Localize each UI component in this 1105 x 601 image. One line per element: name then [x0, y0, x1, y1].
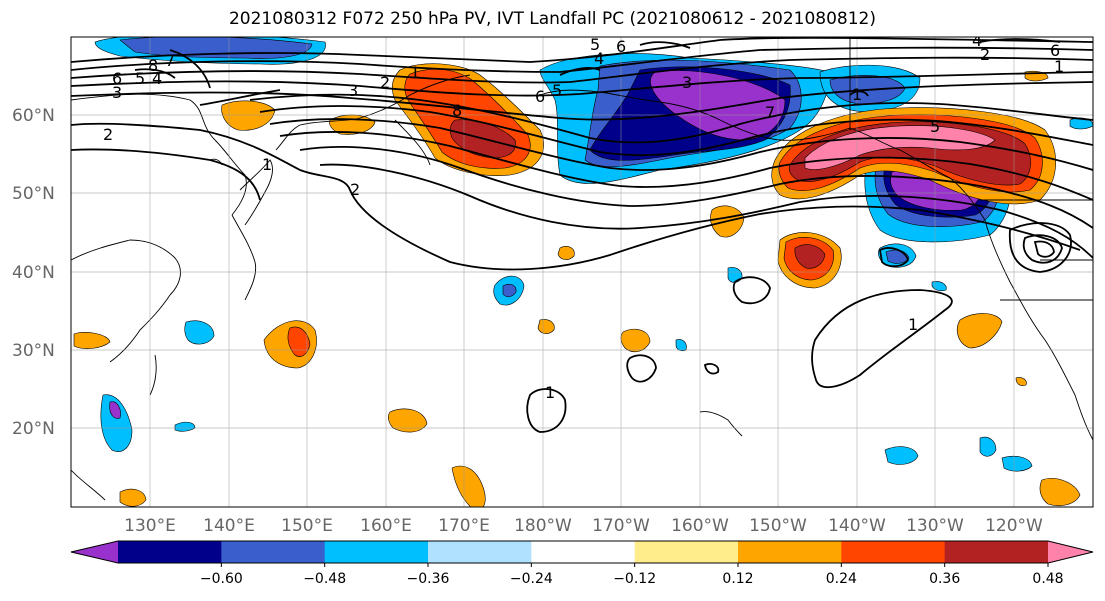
colorbar-segment [841, 541, 946, 563]
colorbar-segment [324, 541, 429, 563]
colorbar-label: −0.12 [613, 571, 656, 587]
contour-label: 6 [616, 37, 626, 56]
lon-tick-label: 130°E [124, 516, 176, 536]
contour-label: 5 [135, 69, 145, 88]
colorbar-label: −0.24 [510, 571, 553, 587]
contour-labels: 2 3 6 5 4 8 7 2 1 6 5 3 2 1 3 6 5 4 4 2 … [103, 31, 1064, 402]
colorbar-label: 0.48 [1032, 571, 1063, 587]
lon-axis: 130°E 140°E 150°E 160°E 170°E 180°W 170°… [124, 516, 1043, 536]
lon-tick-label: 120°W [985, 516, 1043, 536]
colorbar-segment [221, 541, 326, 563]
lon-tick-label: 160°E [360, 516, 412, 536]
colorbar-label: 0.36 [929, 571, 960, 587]
lon-tick-label: 170°E [438, 516, 490, 536]
contour-label: 3 [112, 83, 122, 102]
contour-label: 4 [972, 31, 982, 50]
coastlines [71, 37, 1093, 501]
contour-label: 8 [452, 101, 462, 120]
map-frame [70, 36, 1094, 508]
contour-label: 8 [148, 56, 158, 75]
colorbar-segment [634, 541, 739, 563]
contour-label: 4 [152, 69, 162, 88]
colorbar-segment [118, 541, 222, 563]
colorbar-extend-min [71, 541, 118, 563]
contour-label: 4 [594, 49, 604, 68]
contour-label: 1 [545, 383, 555, 402]
colorbar: −0.60 −0.48 −0.36 −0.24 −0.12 0.12 0.24 0.36 0.4… [70, 540, 1094, 587]
colorbar-outline [70, 540, 1094, 564]
contour-label: 6 [112, 69, 122, 88]
contour-label: 1 [908, 315, 918, 334]
colorbar-label: 0.24 [826, 571, 857, 587]
contour-label: 1 [852, 85, 862, 104]
contour-label: 7 [165, 51, 175, 70]
lat-tick-label: 50°N [12, 184, 55, 204]
lon-tick-label: 130°W [906, 516, 964, 536]
colorbar-segment [944, 541, 1049, 563]
contour-label: 3 [682, 73, 692, 92]
colorbar-segment [738, 541, 842, 563]
contour-label: 2 [980, 45, 990, 64]
contour-label: 7 [765, 103, 775, 122]
contour-label: 1 [262, 155, 272, 174]
gridlines [71, 37, 1093, 507]
lon-tick-label: 140°W [828, 516, 886, 536]
lat-tick-label: 60°N [12, 106, 55, 126]
colorbar-label: −0.60 [200, 571, 243, 587]
colorbar-segment [531, 541, 636, 563]
colorbar-label: −0.48 [303, 571, 346, 587]
lon-tick-label: 150°W [749, 516, 807, 536]
pv-shading [73, 37, 1093, 507]
lon-tick-label: 160°W [671, 516, 729, 536]
lat-tick-label: 20°N [12, 419, 55, 439]
lon-tick-label: 170°W [592, 516, 650, 536]
contour-label: 6 [535, 87, 545, 106]
contour-label: 5 [590, 35, 600, 54]
colorbar-extend-max [1048, 541, 1093, 563]
colorbar-label: −0.36 [407, 571, 450, 587]
colorbar-label: 0.12 [722, 571, 753, 587]
map-area: 2 3 6 5 4 8 7 2 1 6 5 3 2 1 3 6 5 4 4 2 … [71, 31, 1093, 507]
lon-tick-label: 150°E [281, 516, 333, 536]
contour-label: 5 [930, 117, 940, 136]
contour-label: 1 [410, 63, 420, 82]
lat-axis: 20°N 30°N 40°N 50°N 60°N [12, 106, 55, 439]
colorbar-segment [428, 541, 532, 563]
lat-tick-label: 40°N [12, 263, 55, 283]
contour-label: 1 [1054, 57, 1064, 76]
contour-label: 5 [552, 81, 562, 100]
lat-tick-label: 30°N [12, 341, 55, 361]
lon-tick-label: 140°E [203, 516, 255, 536]
contour-label: 6 [1050, 41, 1060, 60]
contour-label: 2 [103, 125, 113, 144]
lon-tick-label: 180°W [514, 516, 572, 536]
contour-label: 2 [380, 73, 390, 92]
contour-label: 3 [348, 81, 358, 100]
ivt-contours [71, 37, 1093, 433]
map-title: 2021080312 F072 250 hPa PV, IVT Landfall… [228, 9, 876, 29]
contour-label: 2 [350, 180, 360, 199]
